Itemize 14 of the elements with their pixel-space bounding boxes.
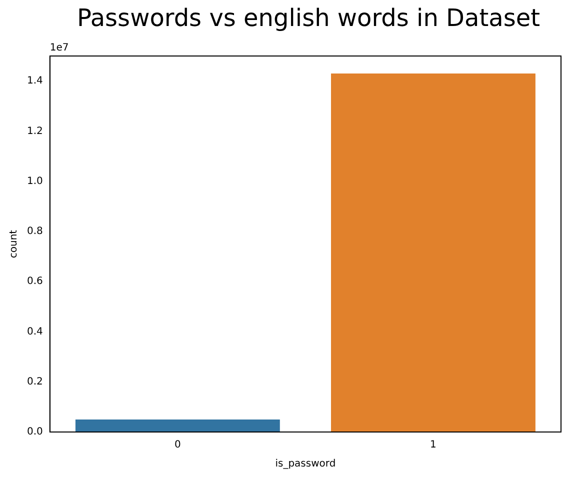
x-tick-label: 1	[430, 440, 436, 451]
y-tick-label: 1.0	[26, 176, 43, 187]
y-axis-title: count	[8, 230, 20, 258]
y-tick-label: 0.2	[26, 376, 43, 388]
y-tick-label: 0.4	[26, 326, 43, 338]
y-tick-label: 0.8	[26, 226, 43, 238]
chart-title: Passwords vs english words in Dataset	[76, 4, 542, 32]
x-tick-label: 0	[174, 440, 181, 451]
y-tick-label: 0.0	[26, 426, 43, 438]
text: 1e7	[50, 42, 69, 54]
y-tick-label: 1.2	[26, 126, 43, 137]
y-tick-label: 0.6	[26, 276, 43, 288]
x-axis-title: is_password	[275, 458, 336, 470]
y-tick-label: 1.4	[26, 76, 43, 87]
